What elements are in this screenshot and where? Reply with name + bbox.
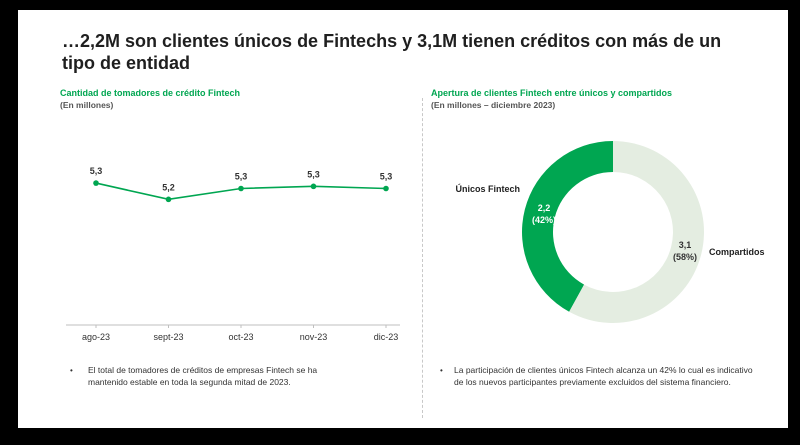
donut-percent-label-unicos: (42%) bbox=[532, 215, 556, 225]
data-point-dic-23 bbox=[383, 185, 389, 192]
x-tick-label-nov-23: nov-23 bbox=[300, 332, 328, 342]
donut-value-label-unicos: 2,2 bbox=[538, 203, 551, 213]
x-tick-label-oct-23: oct-23 bbox=[228, 332, 253, 342]
data-label-oct-23: 5,3 bbox=[235, 172, 248, 182]
donut-chart-title: Apertura de clientes Fintech entre único… bbox=[431, 88, 673, 98]
line-chart-subtitle: (En millones) bbox=[60, 100, 114, 110]
x-tick-label-ago-23: ago-23 bbox=[82, 332, 110, 342]
slide-title: …2,2M son clientes únicos de Fintechs y … bbox=[62, 31, 722, 73]
data-point-oct-23 bbox=[238, 185, 244, 192]
legend-label-compartidos: Compartidos bbox=[709, 247, 765, 257]
donut-chart: 2,2 (42%) 3,1 (58%) Únicos Fintech Compartido… bbox=[455, 141, 765, 324]
donut-chart-subtitle: (En millones – diciembre 2023) bbox=[431, 100, 556, 110]
right-note-bullet: • bbox=[440, 366, 443, 375]
donut-percent-label-compartidos: (58%) bbox=[673, 252, 697, 262]
left-note-bullet: • bbox=[70, 366, 73, 375]
legend-label-unicos: Únicos Fintech bbox=[455, 183, 520, 194]
data-label-dic-23: 5,3 bbox=[380, 172, 393, 182]
panel-divider bbox=[422, 98, 423, 418]
line-chart: 5,3 ago-23 5,2 sept-23 5,3 oct-23 5,3 nov-23 5,3… bbox=[66, 166, 400, 342]
data-label-ago-23: 5,3 bbox=[90, 166, 103, 176]
data-label-nov-23: 5,3 bbox=[307, 169, 320, 179]
line-chart-title: Cantidad de tomadores de crédito Fintech bbox=[60, 88, 241, 98]
x-tick-label-dic-23: dic-23 bbox=[374, 332, 399, 342]
data-point-nov-23 bbox=[310, 183, 317, 190]
right-note: La participación de clientes únicos Fint… bbox=[454, 365, 753, 387]
left-note: El total de tomadores de créditos de emp… bbox=[88, 365, 318, 387]
x-tick-label-sept-23: sept-23 bbox=[153, 332, 183, 342]
donut-value-label-compartidos: 3,1 bbox=[679, 240, 692, 250]
donut-slice-compartidos bbox=[569, 141, 704, 324]
data-label-sept-23: 5,2 bbox=[162, 182, 175, 192]
donut-slice-unicos bbox=[522, 141, 613, 312]
slide: …2,2M son clientes únicos de Fintechs y … bbox=[18, 10, 788, 428]
data-point-sept-23 bbox=[165, 196, 172, 203]
data-point-ago-23 bbox=[93, 180, 99, 186]
